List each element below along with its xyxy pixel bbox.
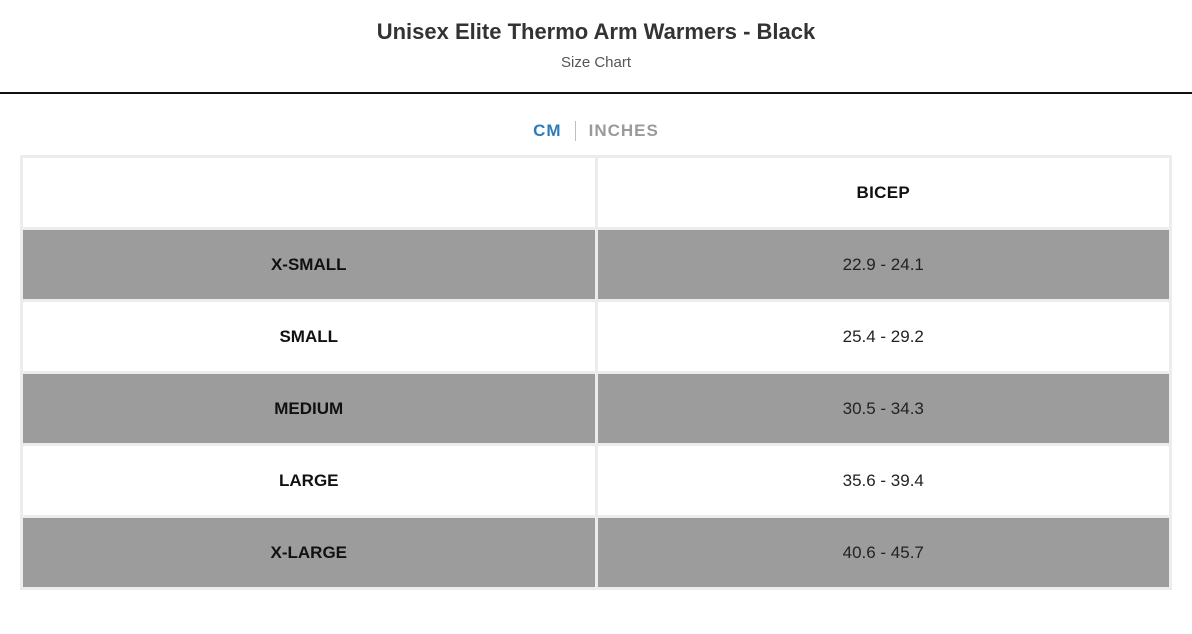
page-subtitle: Size Chart xyxy=(560,54,632,71)
size-label-cell: SMALL xyxy=(23,302,595,371)
bicep-value-cell: 25.4 - 29.2 xyxy=(597,302,1169,371)
bicep-value-cell: 40.6 - 45.7 xyxy=(597,518,1169,587)
size-label-cell: X-LARGE xyxy=(23,518,595,587)
size-label-cell: MEDIUM xyxy=(23,374,595,443)
header-divider xyxy=(0,92,1192,94)
table-row: X-LARGE 40.6 - 45.7 xyxy=(23,518,1169,587)
table-header-row: BICEP xyxy=(23,158,1169,227)
size-chart-table: BICEP X-SMALL 22.9 - 24.1 SMALL 25.4 - 2… xyxy=(20,155,1172,590)
unit-toggle: CM INCHES xyxy=(0,120,1192,142)
column-header-bicep: BICEP xyxy=(597,158,1169,227)
unit-inches-tab[interactable]: INCHES xyxy=(588,121,659,140)
size-table-body: X-SMALL 22.9 - 24.1 SMALL 25.4 - 29.2 ME… xyxy=(23,230,1169,587)
bicep-value-cell: 35.6 - 39.4 xyxy=(597,446,1169,515)
unit-cm-tab[interactable]: CM xyxy=(533,121,562,140)
page-title: Unisex Elite Thermo Arm Warmers - Black xyxy=(376,19,816,44)
size-chart-header: Unisex Elite Thermo Arm Warmers - Black … xyxy=(0,0,1192,73)
bicep-value-cell: 22.9 - 24.1 xyxy=(597,230,1169,299)
table-row: MEDIUM 30.5 - 34.3 xyxy=(23,374,1169,443)
bicep-value-cell: 30.5 - 34.3 xyxy=(597,374,1169,443)
table-row: LARGE 35.6 - 39.4 xyxy=(23,446,1169,515)
table-row: SMALL 25.4 - 29.2 xyxy=(23,302,1169,371)
size-label-cell: X-SMALL xyxy=(23,230,595,299)
unit-separator xyxy=(574,121,576,141)
table-row: X-SMALL 22.9 - 24.1 xyxy=(23,230,1169,299)
column-header-size xyxy=(23,158,595,227)
size-label-cell: LARGE xyxy=(23,446,595,515)
